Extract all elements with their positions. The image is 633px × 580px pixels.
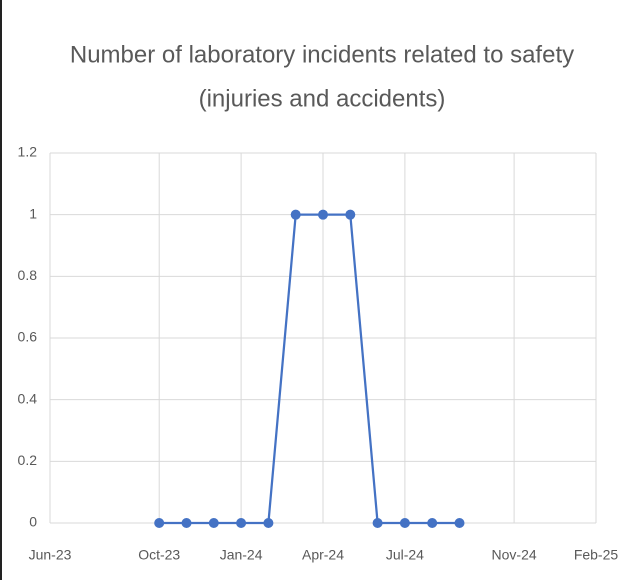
y-tick-label: 0.2 [18, 452, 38, 468]
marker [181, 518, 192, 528]
chart-title: (injuries and accidents) [199, 85, 446, 112]
x-tick-label: Jan-24 [220, 547, 263, 563]
marker [399, 518, 410, 528]
x-tick-label: Nov-24 [492, 547, 537, 563]
x-tick-label: Oct-23 [138, 547, 180, 563]
marker [372, 518, 383, 528]
x-tick-label: Jun-23 [29, 547, 72, 563]
marker [427, 518, 438, 528]
marker [208, 518, 219, 528]
marker [345, 209, 356, 220]
marker [290, 209, 301, 220]
marker [454, 518, 465, 528]
x-tick-label: Feb-25 [574, 547, 619, 563]
y-tick-label: 1 [29, 205, 37, 221]
marker [154, 518, 165, 528]
x-tick-label: Apr-24 [302, 547, 344, 563]
y-tick-label: 1.2 [18, 144, 38, 160]
y-tick-label: 0 [29, 514, 37, 530]
marker [318, 209, 328, 220]
y-tick-label: 0.8 [18, 267, 38, 283]
chart-title: Number of laboratory incidents related t… [70, 41, 574, 68]
marker [263, 518, 274, 528]
x-tick-label: Jul-24 [386, 547, 424, 563]
marker [236, 518, 247, 528]
y-tick-label: 0.4 [18, 390, 38, 406]
y-tick-label: 0.6 [18, 329, 38, 345]
